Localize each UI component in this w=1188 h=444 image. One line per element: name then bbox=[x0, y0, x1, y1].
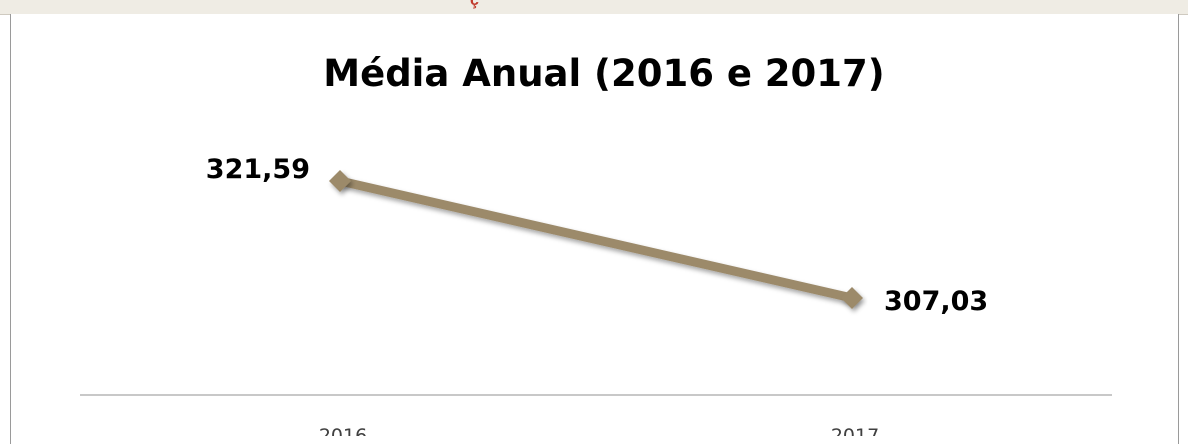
chart-title: Média Anual (2016 e 2017) bbox=[323, 52, 884, 95]
x-tick-label-2017: 2017 bbox=[831, 425, 879, 436]
series-line bbox=[335, 176, 857, 303]
x-tick-layer: 2016 2017 bbox=[319, 425, 879, 436]
data-label-2016: 321,59 bbox=[206, 154, 310, 185]
data-point-2016 bbox=[329, 170, 351, 192]
header-partial-text: ç bbox=[470, 0, 479, 9]
data-label-2017: 307,03 bbox=[884, 286, 988, 317]
series-layer: 321,59 307,03 bbox=[206, 154, 988, 317]
chart-frame bbox=[10, 14, 1179, 444]
data-point-2017 bbox=[841, 287, 863, 309]
x-tick-label-2016: 2016 bbox=[319, 425, 367, 436]
